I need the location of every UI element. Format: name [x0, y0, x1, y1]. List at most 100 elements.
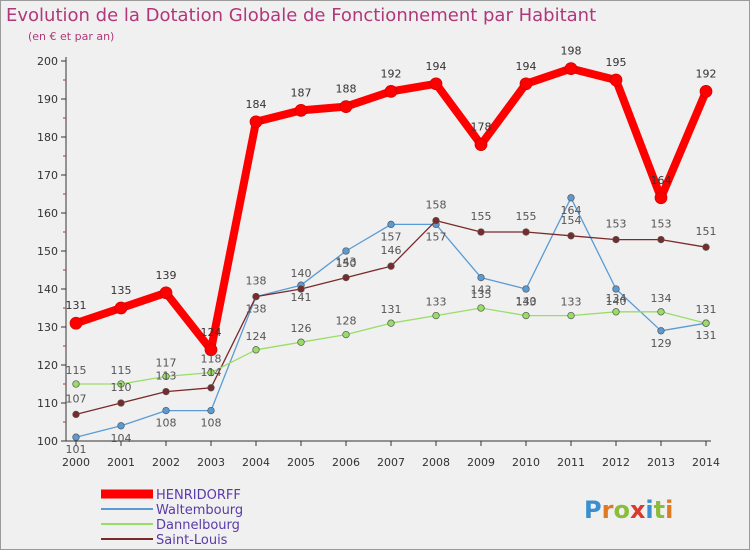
data-label: 143: [471, 284, 492, 297]
data-point: [387, 220, 395, 229]
x-tick-label: 2003: [197, 456, 225, 469]
data-label: 157: [426, 230, 447, 243]
data-label: 153: [651, 218, 672, 231]
data-label: 164: [651, 174, 672, 187]
data-label: 140: [606, 295, 627, 308]
data-label: 124: [201, 326, 222, 339]
data-label: 131: [66, 299, 87, 312]
data-label: 150: [336, 257, 357, 270]
data-label: 194: [516, 60, 537, 73]
legend-label: Waltembourg: [156, 503, 243, 518]
data-point: [117, 380, 125, 388]
data-label: 115: [111, 364, 132, 377]
x-tick-label: 2014: [692, 456, 720, 469]
x-tick-label: 2000: [62, 456, 90, 469]
y-tick-label: 180: [37, 131, 58, 144]
y-tick-label: 130: [37, 321, 58, 334]
data-label: 124: [246, 330, 267, 343]
legend-label: Saint-Louis: [156, 533, 228, 548]
y-tick-label: 190: [37, 93, 58, 106]
data-label: 101: [66, 443, 87, 456]
data-point: [162, 372, 170, 381]
data-label: 164: [561, 204, 582, 217]
data-label: 194: [426, 60, 447, 73]
y-tick-label: 100: [37, 435, 58, 448]
y-tick-label: 170: [37, 169, 58, 182]
data-point: [657, 327, 665, 335]
data-point: [657, 308, 665, 316]
data-label: 195: [606, 56, 627, 69]
data-point: [654, 191, 668, 205]
data-point: [429, 77, 443, 91]
data-label: 154: [561, 214, 582, 227]
data-point: [384, 85, 398, 98]
x-tick-label: 2010: [512, 456, 540, 469]
data-label: 178: [471, 121, 492, 134]
legend-label: HENRIDORFF: [156, 488, 241, 503]
data-point: [612, 285, 620, 293]
data-point: [522, 285, 530, 293]
data-label: 151: [696, 225, 717, 238]
data-label: 135: [471, 288, 492, 301]
data-point: [207, 406, 215, 415]
x-tick-label: 2012: [602, 456, 630, 469]
data-point: [207, 384, 215, 392]
data-point: [477, 273, 485, 282]
x-tick-label: 2002: [152, 456, 180, 469]
data-point: [522, 311, 530, 320]
data-point: [342, 273, 350, 282]
data-point: [162, 406, 170, 415]
x-tick-label: 2005: [287, 456, 315, 469]
data-label: 134: [606, 292, 627, 305]
data-label: 143: [336, 256, 357, 269]
data-label: 188: [336, 83, 357, 96]
data-point: [702, 319, 710, 327]
data-point: [117, 422, 125, 430]
data-point: [342, 247, 350, 255]
data-point: [699, 85, 713, 98]
data-label: 138: [246, 275, 267, 288]
data-label: 141: [291, 291, 312, 304]
data-point: [72, 380, 80, 388]
data-label: 135: [111, 284, 132, 297]
data-point: [477, 228, 485, 236]
data-point: [567, 311, 575, 320]
data-point: [657, 235, 665, 244]
data-label: 107: [66, 392, 87, 405]
data-label: 187: [291, 86, 312, 99]
data-point: [432, 216, 440, 225]
data-point: [117, 399, 125, 407]
data-point: [609, 73, 623, 87]
data-label: 131: [696, 329, 717, 342]
x-tick-label: 2006: [332, 456, 360, 469]
data-label: 104: [111, 432, 132, 445]
chart-title: Evolution de la Dotation Globale de Fonc…: [6, 5, 597, 26]
proxiti-logo: Proxiti: [584, 496, 673, 524]
data-point: [564, 62, 578, 75]
chart-subtitle: (en € et par an): [28, 30, 115, 43]
data-label: 129: [651, 337, 672, 350]
data-point: [387, 319, 395, 327]
data-label: 184: [246, 98, 267, 111]
data-point: [567, 194, 575, 202]
data-point: [207, 368, 215, 377]
data-point: [114, 301, 128, 315]
data-label: 133: [561, 296, 582, 309]
data-label: 131: [696, 303, 717, 316]
data-label: 146: [381, 244, 402, 257]
data-label: 138: [246, 303, 267, 316]
data-label: 115: [66, 364, 87, 377]
data-label: 128: [336, 315, 357, 328]
y-tick-label: 200: [37, 55, 58, 68]
data-point: [252, 292, 260, 301]
data-point: [297, 285, 305, 293]
data-point: [204, 343, 218, 357]
data-label: 134: [651, 292, 672, 305]
x-tick-label: 2008: [422, 456, 450, 469]
data-point: [519, 77, 533, 91]
data-point: [294, 104, 308, 117]
data-label: 117: [156, 356, 177, 369]
x-tick-label: 2009: [467, 456, 495, 469]
